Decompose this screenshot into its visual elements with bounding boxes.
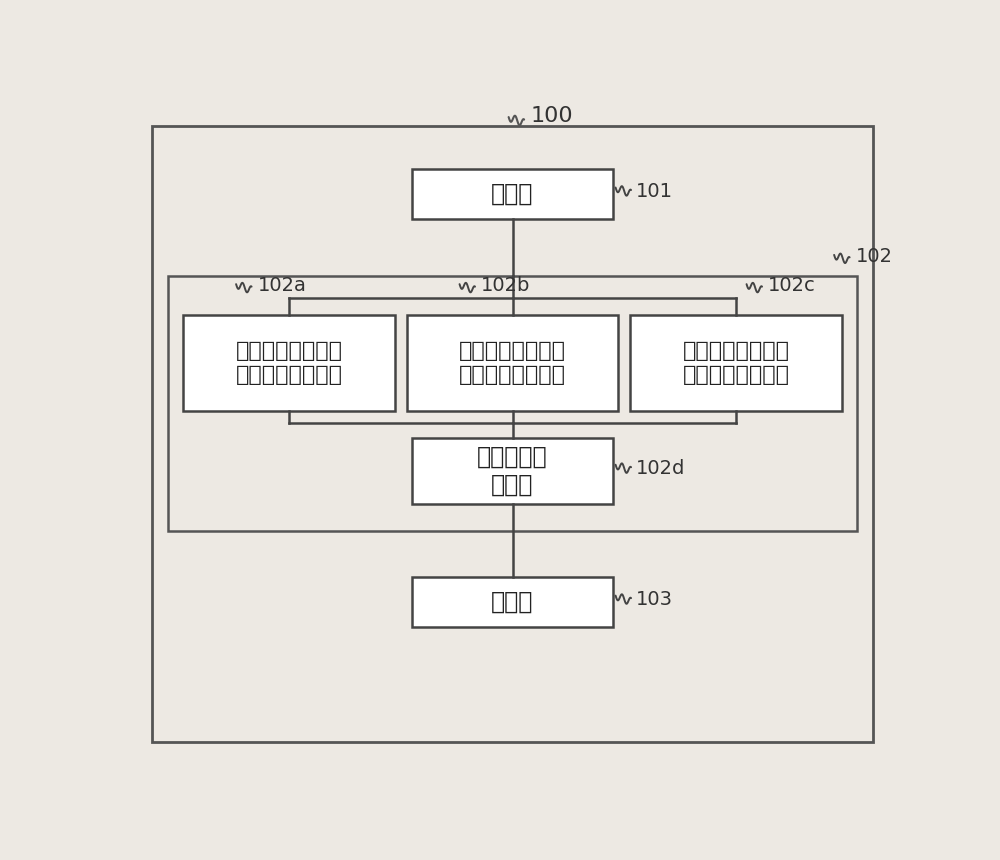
Text: 102a: 102a: [258, 276, 307, 295]
Text: 102: 102: [856, 247, 893, 266]
Text: 101: 101: [636, 181, 673, 201]
Text: 103: 103: [636, 590, 673, 609]
Bar: [630, 315, 842, 411]
Bar: [183, 315, 395, 411]
Bar: [412, 169, 613, 218]
Text: 100: 100: [530, 106, 573, 126]
Text: 焊点内断裂的最大
容许负荷値计算部: 焊点内断裂的最大 容许负荷値计算部: [682, 341, 789, 384]
Text: 输出部: 输出部: [491, 590, 534, 614]
Text: 输入部: 输入部: [491, 181, 534, 206]
Bar: [407, 315, 618, 411]
Text: 负荷式断裂的最大
容许负荷値计算部: 负荷式断裂的最大 容许负荷値计算部: [236, 341, 343, 384]
Text: 102b: 102b: [481, 276, 531, 295]
Bar: [412, 438, 613, 504]
Text: 102d: 102d: [636, 459, 685, 478]
Bar: [412, 577, 613, 627]
Text: 容许负荷値
计算部: 容许负荷値 计算部: [477, 445, 548, 497]
Text: 102c: 102c: [768, 276, 816, 295]
Text: 力矩式断裂的最大
容许负荷値计算部: 力矩式断裂的最大 容许负荷値计算部: [459, 341, 566, 384]
Bar: [168, 276, 857, 531]
